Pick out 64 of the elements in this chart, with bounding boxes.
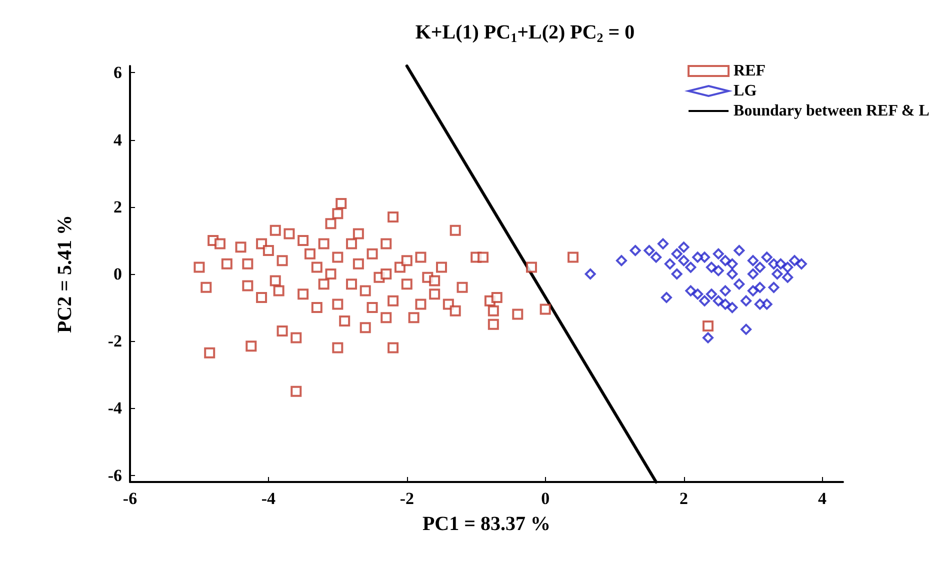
point (678, 242, 690, 253)
y-tick-label: 6 (114, 63, 122, 82)
point (789, 255, 800, 266)
point (740, 324, 752, 335)
legend-label: REF (734, 62, 766, 80)
point (772, 268, 783, 280)
point (768, 282, 780, 293)
point (720, 255, 731, 266)
x-tick-label: 4 (818, 489, 827, 508)
point (664, 258, 676, 270)
point (726, 268, 738, 280)
point (678, 255, 690, 266)
y-tick-label: 0 (114, 264, 122, 284)
point (584, 268, 596, 280)
point (630, 245, 641, 256)
point (685, 262, 696, 273)
x-tick-label: -2 (400, 489, 414, 508)
point (712, 248, 724, 260)
point (712, 265, 724, 276)
point (720, 298, 731, 310)
x-tick-label: 2 (680, 489, 688, 508)
point (796, 258, 807, 270)
y-tick-label: -2 (108, 332, 122, 351)
point (748, 255, 759, 266)
point (671, 268, 682, 280)
point (699, 295, 710, 306)
point (644, 245, 655, 256)
point (616, 255, 627, 266)
point (726, 258, 738, 270)
y-tick-label: -4 (108, 398, 122, 418)
y-tick-label: 4 (114, 130, 122, 150)
point (650, 252, 662, 263)
point (692, 288, 704, 300)
point (782, 262, 794, 273)
point (706, 262, 717, 273)
y-tick-label: -6 (108, 466, 122, 485)
point (734, 278, 745, 290)
legend-label: LG (734, 82, 758, 100)
point (754, 282, 766, 293)
x-tick-label: 0 (541, 489, 550, 508)
x-axis-title: PC1 = 83.37 % (422, 513, 551, 535)
point (706, 288, 717, 300)
point (660, 292, 672, 303)
x-tick-label: -4 (261, 489, 276, 508)
point (702, 332, 714, 344)
point (726, 302, 738, 314)
point (754, 298, 766, 310)
point (692, 252, 704, 263)
point (712, 295, 724, 306)
point (734, 245, 745, 256)
point (720, 285, 731, 296)
point (748, 285, 759, 296)
point (658, 238, 669, 250)
y-tick-label: 2 (114, 197, 122, 216)
point (754, 262, 766, 273)
legend-label: Boundary between REF & L (734, 102, 930, 120)
point (782, 272, 794, 283)
y-axis-title: PC2 = 5.41 % (54, 214, 76, 334)
point (775, 258, 786, 270)
point (740, 295, 752, 306)
point (761, 252, 772, 263)
point (671, 248, 682, 260)
point (685, 285, 696, 296)
point (748, 268, 759, 280)
